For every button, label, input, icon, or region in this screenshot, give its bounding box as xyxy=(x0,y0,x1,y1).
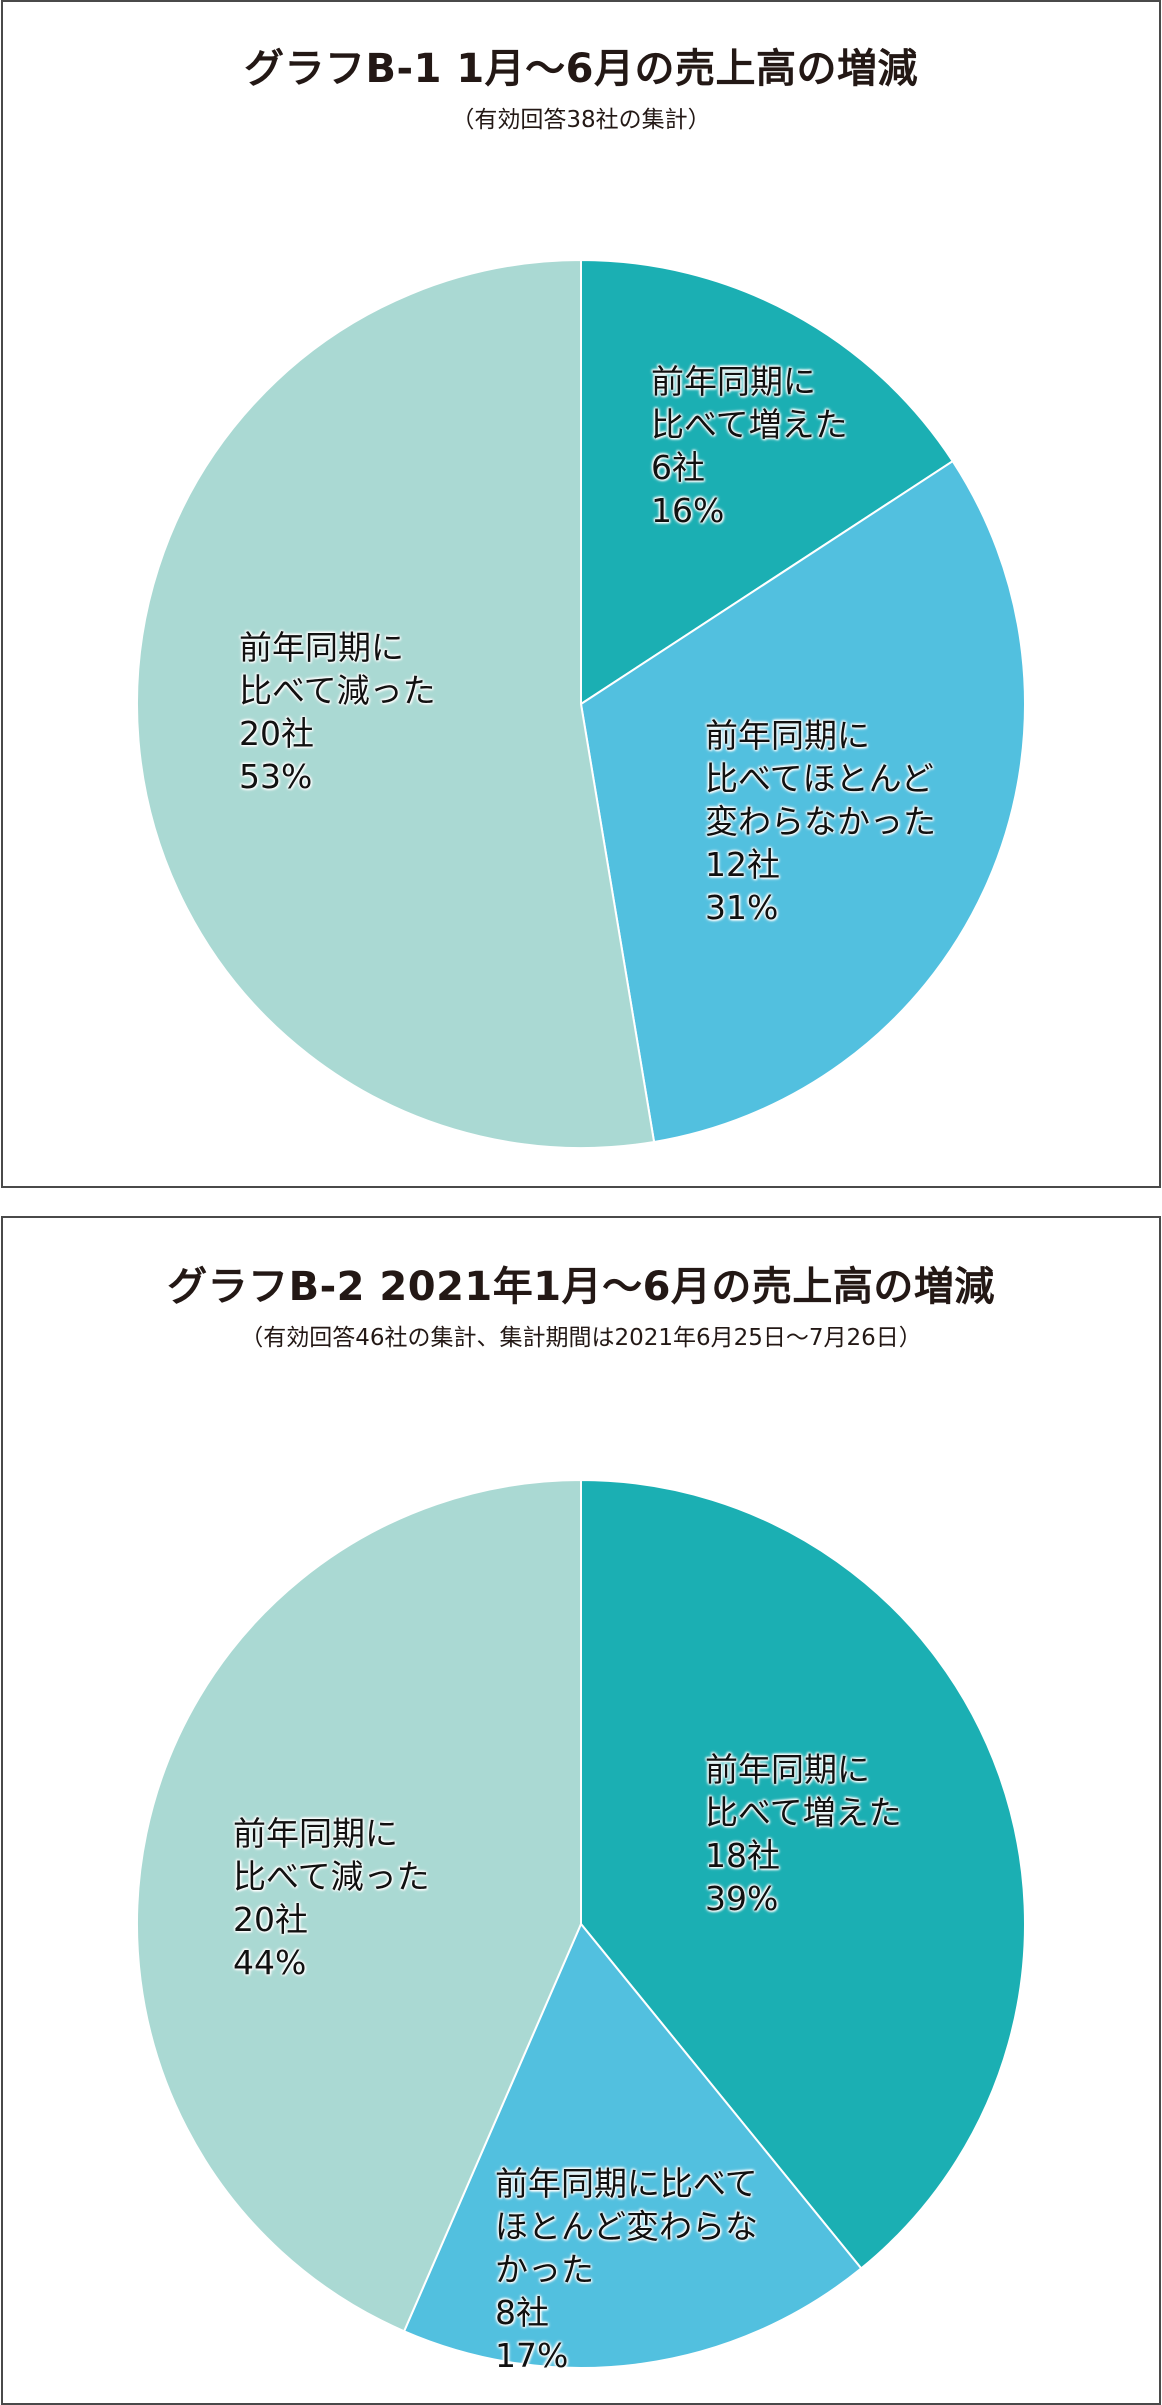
slice-label-line: 比べて増えた xyxy=(651,405,848,444)
slice-label-increased: 前年同期に比べて増えた 18社 39% xyxy=(705,1748,902,1920)
slice-label-line: 比べて減った xyxy=(233,1857,430,1896)
slice-label-line: ほとんど変わらな xyxy=(495,2207,759,2246)
chart-title: グラフB-2 2021年1月〜6月の売上高の増減 xyxy=(167,1264,995,1310)
pie-slice-unchanged xyxy=(402,1922,863,2369)
slice-label-line: 比べてほとんど xyxy=(705,759,934,798)
slice-label-line: 比べて減った xyxy=(239,671,436,710)
pie-slice-decreased xyxy=(135,258,656,1149)
slice-label-line: 比べて増えた xyxy=(705,1793,902,1832)
slice-count: 12社 xyxy=(705,845,780,884)
chart-title: グラフB-1 1月〜6月の売上高の増減 xyxy=(243,46,918,92)
slice-percent: 53% xyxy=(239,757,313,796)
slice-label-line: 前年同期に xyxy=(705,716,870,755)
slice-percent: 39% xyxy=(705,1879,779,1918)
slice-label-line: 前年同期に xyxy=(651,362,816,401)
slice-label-unchanged: 前年同期に比べてほとんど 変わらなかった 12社 31% xyxy=(705,714,936,929)
slice-label-line: 前年同期に xyxy=(705,1750,870,1789)
slice-count: 18社 xyxy=(705,1836,780,1875)
slice-percent: 17% xyxy=(495,2336,569,2375)
pie-slice-decreased xyxy=(136,1478,582,2333)
slice-label-decreased: 前年同期に比べて減った 20社 53% xyxy=(239,626,436,798)
slice-label-line: 前年同期に比べて xyxy=(495,2164,758,2203)
pie-slice-increased xyxy=(580,1478,1026,2270)
chart-subtitle: （有効回答38社の集計） xyxy=(451,107,711,133)
pie-chart-b2 xyxy=(136,1478,1026,2369)
pie-slice-increased xyxy=(580,258,955,706)
slice-label-line: 前年同期に xyxy=(233,1814,398,1853)
slice-count: 20社 xyxy=(233,1900,308,1939)
slice-percent: 16% xyxy=(651,491,725,530)
slice-label-line: 変わらなかった xyxy=(705,802,936,841)
chart-panel-b2: グラフB-2 2021年1月〜6月の売上高の増減 （有効回答46社の集計、集計期… xyxy=(1,1216,1161,2405)
pie-chart-b1 xyxy=(135,258,1026,1149)
slice-count: 6社 xyxy=(651,448,705,487)
slice-label-decreased: 前年同期に比べて減った 20社 44% xyxy=(233,1812,430,1984)
slice-label-line: かった xyxy=(495,2250,594,2289)
chart-subtitle: （有効回答46社の集計、集計期間は2021年6月25日〜7月26日） xyxy=(240,1325,922,1351)
slice-label-line: 前年同期に xyxy=(239,628,404,667)
slice-label-unchanged: 前年同期に比べて ほとんど変わらな かった 8社 17% xyxy=(495,2162,758,2377)
slice-percent: 44% xyxy=(233,1943,307,1982)
slice-count: 20社 xyxy=(239,714,314,753)
slice-count: 8社 xyxy=(495,2293,549,2332)
slice-label-increased: 前年同期に比べて増えた 6社 16% xyxy=(651,360,848,532)
pie-slice-unchanged xyxy=(579,459,1026,1144)
chart-panel-b1: グラフB-1 1月〜6月の売上高の増減 （有効回答38社の集計） 前年同期に比べ… xyxy=(1,0,1161,1188)
slice-percent: 31% xyxy=(705,888,779,927)
